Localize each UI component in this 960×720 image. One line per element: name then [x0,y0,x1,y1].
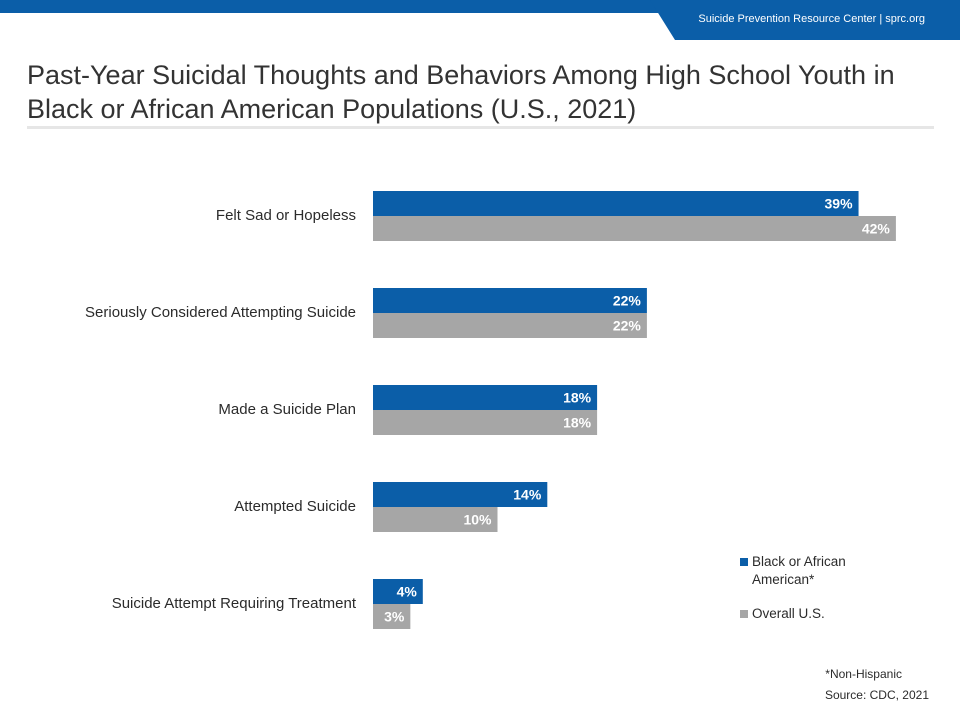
org-label[interactable]: Suicide Prevention Resource Center | spr… [698,13,925,25]
data-label: 4% [397,584,418,600]
data-label: 22% [613,318,642,334]
bar-overall [373,410,598,435]
chart-title: Past-Year Suicidal Thoughts and Behavior… [27,60,895,124]
legend-label-black: Black or African American* [752,554,846,587]
legend-item-overall: Overall U.S. [740,605,890,623]
legend-swatch-overall [740,610,748,618]
bar-black [373,385,598,410]
bar-black [373,579,423,604]
legend-label-overall: Overall U.S. [752,606,825,621]
footnote: *Non-Hispanic [825,667,902,681]
bar-overall [373,216,896,241]
bar-overall [373,507,498,532]
category-label: Suicide Attempt Requiring Treatment [112,595,357,612]
source-note: Source: CDC, 2021 [824,688,929,702]
bar-black [373,288,647,313]
data-label: 42% [862,221,891,237]
legend-swatch-black [740,558,748,566]
data-label: 18% [563,415,592,431]
legend: Black or African American* Overall U.S. [740,553,890,639]
category-label: Seriously Considered Attempting Suicide [85,304,356,321]
data-label: 10% [463,512,492,528]
category-label: Felt Sad or Hopeless [216,207,356,224]
category-label: Made a Suicide Plan [218,401,356,418]
data-label: 14% [513,487,542,503]
legend-item-black: Black or African American* [740,553,890,589]
bar-black [373,482,548,507]
bar-overall [373,604,411,629]
bar-black [373,191,859,216]
data-label: 39% [825,196,854,212]
data-label: 3% [384,609,405,625]
data-label: 22% [613,293,642,309]
bar-overall [373,313,647,338]
category-label: Attempted Suicide [234,498,356,515]
header-tab [650,0,960,40]
title-divider [27,126,934,129]
data-label: 18% [563,390,592,406]
